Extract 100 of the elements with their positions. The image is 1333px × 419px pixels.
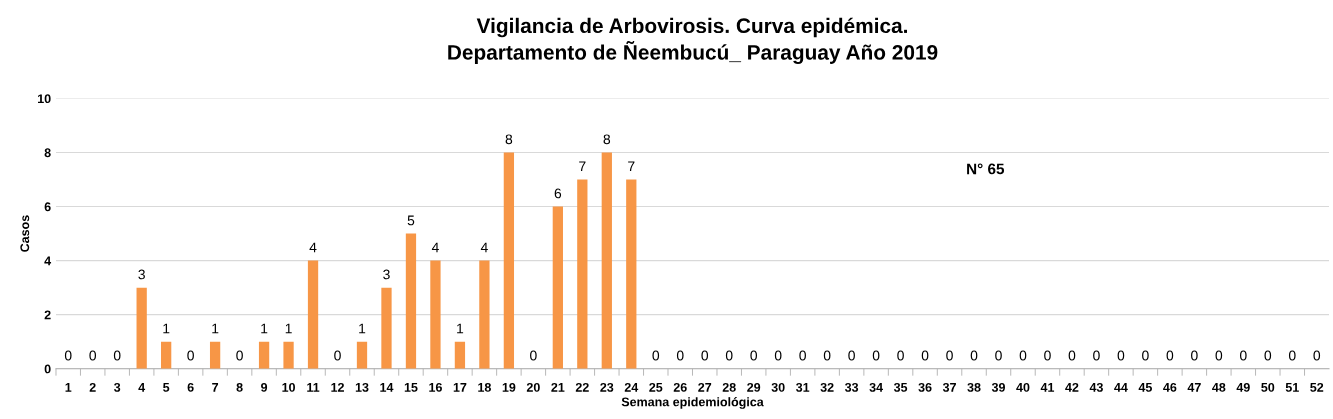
x-tick-label: 5 bbox=[163, 383, 170, 392]
x-tick-label: 49 bbox=[1236, 382, 1250, 392]
data-label: 0 bbox=[652, 350, 660, 361]
bar bbox=[454, 341, 466, 369]
data-label: 6 bbox=[554, 188, 562, 199]
bar bbox=[209, 341, 221, 369]
x-tick-label: 48 bbox=[1212, 382, 1226, 392]
x-tick-label: 39 bbox=[991, 382, 1005, 392]
bar bbox=[601, 152, 612, 369]
data-label: 1 bbox=[457, 323, 464, 334]
x-tick-label: 36 bbox=[918, 382, 932, 392]
y-tick-label: 6 bbox=[44, 202, 51, 212]
bar bbox=[577, 179, 588, 369]
bar bbox=[503, 152, 515, 369]
data-label: 1 bbox=[163, 323, 170, 334]
data-label: 0 bbox=[701, 350, 709, 361]
x-tick-label: 14 bbox=[380, 383, 394, 392]
x-axis-title: Semana epidemiológica bbox=[621, 397, 764, 409]
data-label: 0 bbox=[236, 350, 243, 361]
data-label: 0 bbox=[921, 350, 929, 361]
data-label: 8 bbox=[603, 134, 611, 145]
data-label: 0 bbox=[530, 350, 537, 361]
x-tick-label: 42 bbox=[1065, 382, 1079, 392]
data-label: 3 bbox=[138, 269, 145, 280]
bar bbox=[405, 233, 417, 369]
data-label: 0 bbox=[1264, 350, 1272, 361]
x-tick-label: 8 bbox=[236, 382, 243, 392]
data-label: 0 bbox=[1313, 350, 1321, 361]
data-label: 8 bbox=[505, 134, 513, 145]
data-label: 0 bbox=[1019, 350, 1027, 361]
y-tick-label: 0 bbox=[44, 364, 51, 374]
x-tick-label: 23 bbox=[600, 382, 614, 392]
x-tick-label: 25 bbox=[649, 382, 663, 392]
x-tick-label: 9 bbox=[261, 382, 268, 392]
data-label: 0 bbox=[1093, 350, 1100, 361]
x-tick-label: 41 bbox=[1040, 383, 1055, 392]
x-tick-label: 47 bbox=[1187, 383, 1201, 392]
data-label: 0 bbox=[823, 350, 831, 361]
bar bbox=[381, 287, 392, 369]
bar bbox=[161, 341, 172, 369]
data-label: 4 bbox=[480, 242, 488, 253]
data-label: 0 bbox=[64, 350, 72, 361]
data-label: 4 bbox=[309, 242, 317, 253]
data-label: 0 bbox=[1068, 350, 1076, 361]
x-tick-label: 1 bbox=[65, 383, 72, 392]
bar bbox=[136, 287, 147, 369]
x-tick-label: 19 bbox=[502, 382, 516, 392]
data-label: 0 bbox=[872, 350, 880, 361]
bar bbox=[430, 260, 441, 369]
y-tick-label: 4 bbox=[44, 256, 52, 266]
x-tick-label: 17 bbox=[453, 383, 467, 392]
data-label: 7 bbox=[579, 161, 586, 172]
x-tick-label: 7 bbox=[212, 383, 219, 392]
x-tick-label: 38 bbox=[967, 382, 981, 392]
bar bbox=[356, 341, 368, 369]
x-tick-label: 34 bbox=[869, 382, 883, 392]
x-tick-label: 29 bbox=[747, 382, 761, 392]
bar bbox=[552, 206, 563, 369]
chart-title: Vigilancia de Arbovirosis. Curva epidémica. Departamento de Ñeembucú_ Paraguay Año 2019 bbox=[448, 17, 938, 64]
data-label: 0 bbox=[1240, 350, 1247, 361]
data-label: 1 bbox=[359, 323, 366, 334]
x-tick-label: 13 bbox=[355, 382, 369, 392]
x-tick-label: 27 bbox=[698, 382, 712, 392]
y-tick-label: 10 bbox=[38, 94, 51, 104]
data-label: 0 bbox=[799, 350, 806, 361]
bar bbox=[283, 341, 294, 369]
data-label: 3 bbox=[383, 269, 390, 280]
x-tick-label: 22 bbox=[575, 382, 589, 392]
data-label: 0 bbox=[89, 350, 97, 361]
data-label: 0 bbox=[750, 350, 758, 361]
data-label: 4 bbox=[431, 242, 439, 253]
x-tick-label: 15 bbox=[404, 383, 418, 392]
x-tick-label: 3 bbox=[114, 382, 121, 392]
x-tick-label: 20 bbox=[526, 382, 540, 392]
x-tick-label: 52 bbox=[1310, 382, 1324, 392]
data-label: 0 bbox=[1142, 350, 1149, 361]
x-tick-label: 30 bbox=[771, 382, 785, 392]
x-tick-label: 10 bbox=[282, 382, 295, 392]
data-label: 0 bbox=[1215, 350, 1223, 361]
x-tick-label: 12 bbox=[331, 382, 344, 392]
data-label: 0 bbox=[334, 350, 341, 361]
x-tick-label: 6 bbox=[187, 382, 194, 392]
x-tick-label: 46 bbox=[1163, 382, 1177, 392]
x-tick-label: 26 bbox=[673, 382, 687, 392]
data-label: 0 bbox=[897, 350, 904, 361]
x-tick-label: 4 bbox=[138, 383, 146, 392]
data-label: 0 bbox=[946, 350, 953, 361]
data-label: 1 bbox=[212, 323, 219, 334]
data-label: 0 bbox=[1166, 350, 1174, 361]
x-tick-label: 43 bbox=[1089, 382, 1103, 392]
x-tick-label: 31 bbox=[795, 382, 810, 392]
data-label: 0 bbox=[1117, 350, 1125, 361]
data-label: 0 bbox=[970, 350, 978, 361]
bar bbox=[307, 260, 319, 369]
x-tick-label: 33 bbox=[844, 382, 859, 392]
y-tick-label: 2 bbox=[44, 310, 51, 320]
bar bbox=[626, 179, 637, 369]
data-label: 0 bbox=[187, 350, 194, 361]
data-label: 5 bbox=[407, 215, 415, 226]
bar bbox=[258, 341, 270, 369]
